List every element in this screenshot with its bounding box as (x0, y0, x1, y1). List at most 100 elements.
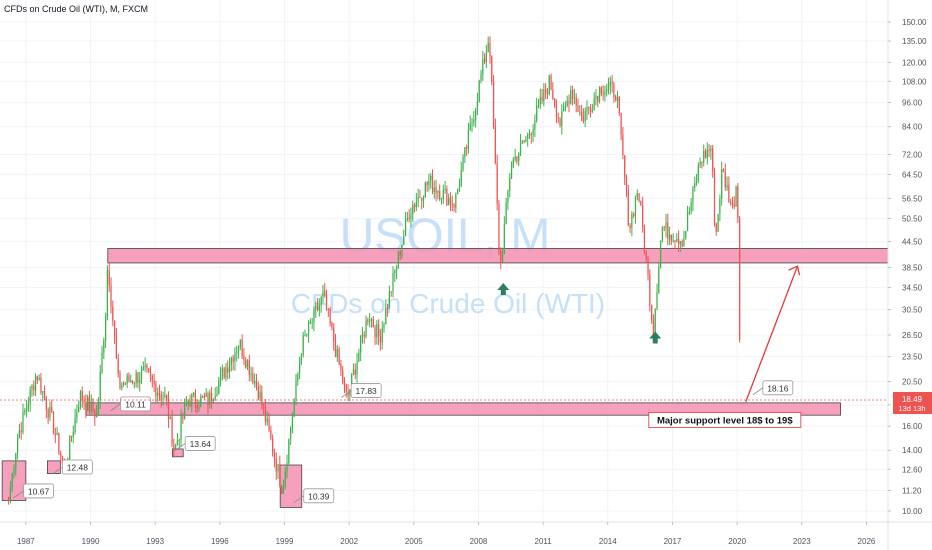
candle-body (370, 319, 373, 321)
candle-body (119, 373, 121, 389)
candle-body (347, 391, 349, 396)
candle-body (474, 108, 477, 120)
candle-body (96, 412, 98, 418)
candle-body (365, 319, 367, 337)
y-tick-label: 108.00 (902, 77, 927, 86)
candle-body (69, 435, 71, 460)
candle-body (589, 107, 592, 112)
candle-body (503, 224, 505, 253)
x-tick-label: 2002 (340, 537, 358, 546)
candle-body (216, 393, 218, 396)
candle-body (406, 217, 408, 220)
candle-body (403, 235, 405, 245)
candle-body (135, 372, 137, 383)
candle-body (18, 430, 21, 438)
x-tick-label: 1993 (146, 537, 164, 546)
candle-body (306, 333, 308, 336)
candle-body (160, 394, 162, 400)
candle-body (383, 324, 385, 329)
candle-body (575, 97, 577, 106)
candle-body (139, 379, 141, 383)
candle-body (47, 409, 49, 418)
price-callout: 18.16 (752, 380, 794, 396)
candle-body (699, 161, 701, 166)
candle-body (79, 391, 82, 407)
candle-body (431, 175, 434, 192)
x-tick-label: 2026 (858, 537, 876, 546)
candle-body (29, 389, 31, 405)
candle-body (492, 81, 495, 127)
callout-box (23, 483, 54, 499)
candle-body (322, 291, 324, 297)
candle-body (173, 444, 175, 449)
candle-body (223, 368, 225, 378)
candle-body (602, 93, 604, 95)
candle-body (214, 395, 216, 401)
candle-body (505, 202, 507, 225)
candle-body (464, 147, 466, 157)
candle-body (97, 399, 100, 413)
candle-body (593, 98, 595, 111)
candle-body (507, 190, 509, 203)
candle-body (386, 308, 389, 310)
candle-body (385, 308, 387, 325)
candle-body (175, 444, 177, 449)
candle-body (634, 196, 637, 216)
candle-body (92, 401, 94, 412)
candle-body (309, 322, 311, 324)
candle-body (518, 153, 520, 162)
candle-body (408, 217, 410, 220)
candle-body (611, 81, 613, 84)
candle-body (685, 231, 687, 238)
resistance-zone (107, 248, 889, 264)
x-tick-label: 2020 (728, 537, 746, 546)
candle-body (192, 392, 195, 395)
candle-body (180, 416, 182, 440)
candle-body (248, 360, 250, 375)
candle-body (510, 166, 513, 179)
candle-body (243, 355, 245, 360)
x-tick-label: 1987 (17, 537, 35, 546)
candle-body (661, 227, 664, 241)
callout-box (303, 488, 335, 504)
candle-body (451, 203, 453, 205)
candle-body (665, 222, 667, 229)
candle-body (437, 191, 439, 193)
candle-body (457, 189, 459, 194)
candle-body (624, 155, 626, 178)
candle-body (268, 418, 270, 430)
candle-body (554, 98, 556, 107)
candle-body (273, 452, 276, 459)
candle-body (318, 304, 320, 311)
candle-body (307, 322, 310, 334)
candle-body (104, 317, 107, 341)
price-badge-countdown: 13d 13h (898, 404, 925, 413)
candle-body (367, 319, 369, 322)
candle-body (737, 186, 739, 219)
candle-body (189, 400, 191, 407)
candle-body (182, 416, 184, 419)
major-support-annotation: Major support level 18$ to 19$ (648, 412, 802, 428)
x-tick-label: 2017 (664, 537, 682, 546)
candle-body (162, 398, 164, 400)
candle-body (254, 380, 256, 384)
x-tick-label: 1999 (276, 537, 294, 546)
candle-body (519, 142, 522, 154)
callout-pointer (52, 466, 63, 475)
candle-body (715, 223, 717, 232)
candle-body (121, 385, 123, 389)
y-tick-label: 150.00 (902, 18, 927, 27)
candle-body (708, 149, 710, 151)
candle-body (670, 234, 673, 241)
y-tick-label: 11.20 (902, 487, 922, 496)
candle-body (128, 375, 130, 382)
candle-body (703, 150, 705, 163)
candle-body (329, 308, 331, 324)
candle-body (131, 380, 134, 384)
candle-body (695, 180, 698, 184)
candle-body (281, 486, 283, 494)
candle-body (643, 227, 646, 253)
candle-body (658, 266, 660, 293)
candle-body (550, 75, 552, 90)
